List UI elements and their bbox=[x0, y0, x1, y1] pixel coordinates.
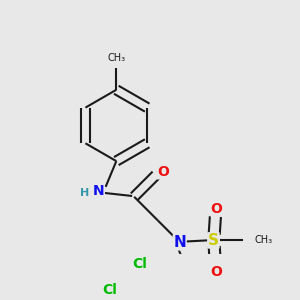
Text: N: N bbox=[173, 235, 186, 250]
Text: N: N bbox=[93, 184, 104, 198]
Text: O: O bbox=[157, 165, 169, 179]
Text: H: H bbox=[80, 188, 89, 198]
Text: Cl: Cl bbox=[102, 283, 117, 297]
Text: O: O bbox=[211, 202, 223, 216]
Text: CH₃: CH₃ bbox=[254, 236, 272, 245]
Text: CH₃: CH₃ bbox=[107, 53, 125, 63]
Text: O: O bbox=[211, 265, 223, 279]
Text: Cl: Cl bbox=[133, 257, 148, 271]
Text: S: S bbox=[208, 233, 219, 248]
